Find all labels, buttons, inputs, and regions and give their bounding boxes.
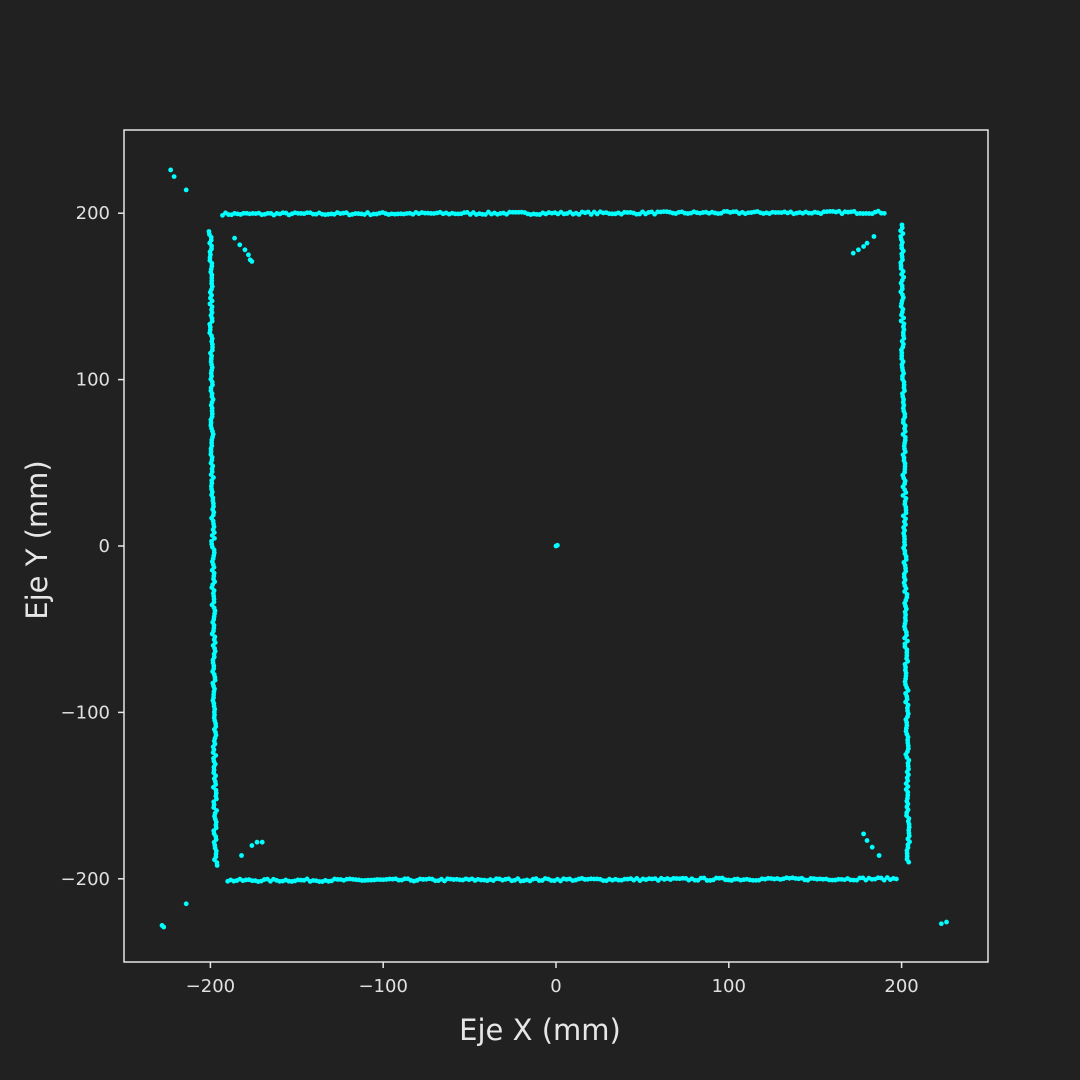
scatter-point <box>938 921 944 927</box>
scatter-point <box>249 259 255 264</box>
scatter-point <box>171 174 177 179</box>
scatter-point <box>183 187 189 193</box>
scatter-point <box>242 247 248 253</box>
scatter-point <box>168 167 174 173</box>
scatter-point <box>254 839 260 845</box>
x-tick-label: 0 <box>550 976 561 997</box>
x-axis-label: Eje X (mm) <box>459 1013 621 1047</box>
x-tick-label: 200 <box>884 976 918 997</box>
wall-point-left <box>214 863 220 868</box>
scatter-point <box>183 901 189 907</box>
scatter-point <box>871 234 877 239</box>
wall-point-left <box>212 535 217 541</box>
scatter-point <box>856 247 861 253</box>
scatter-point <box>944 919 949 925</box>
y-tick-label: −100 <box>61 702 110 723</box>
scatter-point <box>876 853 882 858</box>
wall-point-top <box>881 210 887 216</box>
scatter-point <box>861 831 866 837</box>
scatter-point <box>246 252 251 258</box>
scatter-point <box>259 839 265 845</box>
y-tick-label: 100 <box>76 370 110 391</box>
y-tick-label: 0 <box>99 536 110 557</box>
wall-point-right <box>900 493 906 498</box>
wall-point-bottom <box>894 876 899 882</box>
scatter-point <box>239 853 244 858</box>
scatter-point <box>850 250 856 256</box>
x-tick-label: −200 <box>186 976 235 997</box>
scatter-point <box>232 235 237 241</box>
scatter-point <box>249 843 255 848</box>
points-layer <box>159 167 949 930</box>
scatter-point <box>864 240 870 246</box>
x-tick-label: 100 <box>712 976 746 997</box>
scatter-point <box>159 922 165 928</box>
x-tick-label: −100 <box>358 976 407 997</box>
scatter-point <box>864 838 870 843</box>
y-tick-label: −200 <box>61 869 110 890</box>
wall-point-right <box>906 859 912 865</box>
x-axis-ticks: −200 −100 0 100 200 <box>186 962 919 997</box>
scatter-point <box>554 542 560 548</box>
y-axis-ticks: −200 −100 0 100 200 <box>61 203 124 890</box>
y-tick-label: 200 <box>76 203 110 224</box>
y-axis-label: Eje Y (mm) <box>20 460 54 620</box>
scatter-point <box>861 244 866 249</box>
wall-point-left <box>211 805 217 810</box>
scatter-point <box>237 242 243 248</box>
scatter-point <box>869 844 875 850</box>
